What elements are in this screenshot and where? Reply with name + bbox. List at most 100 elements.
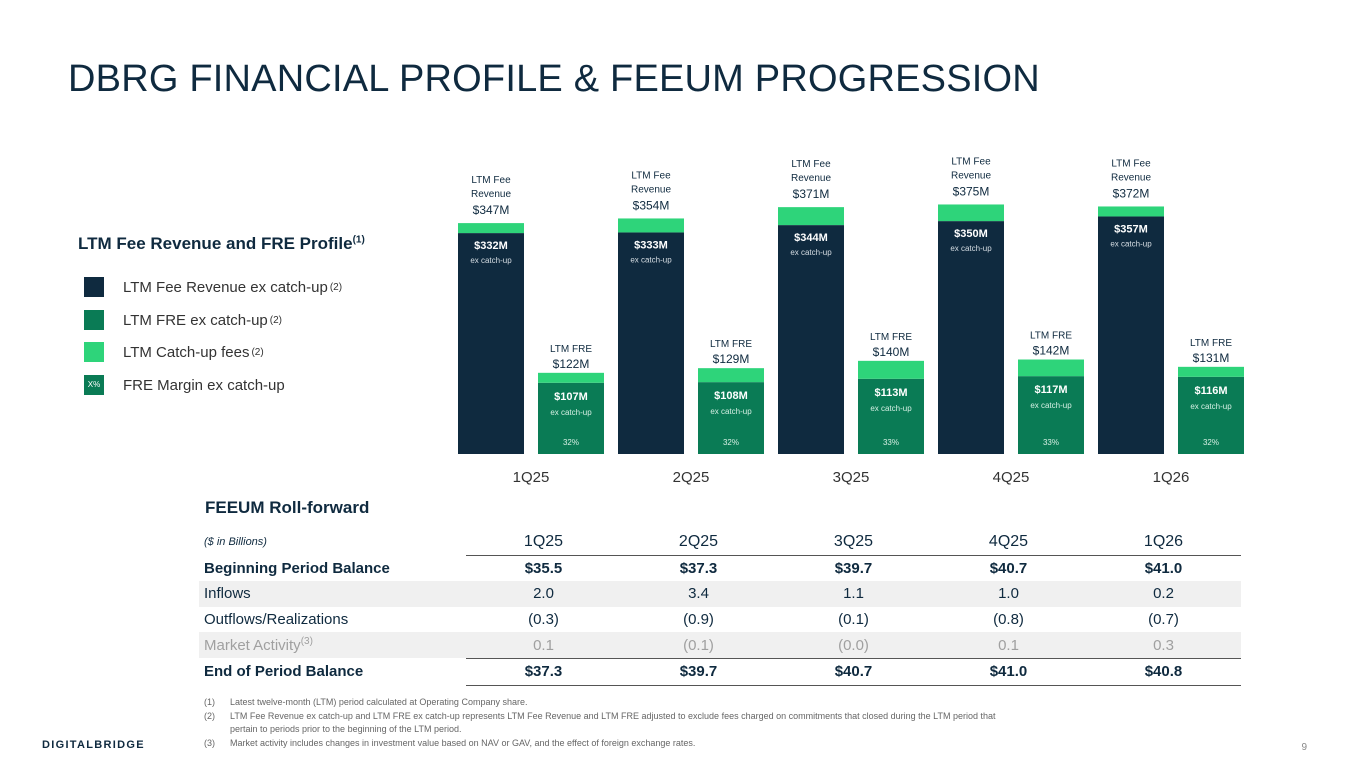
row-label: Beginning Period Balance bbox=[204, 559, 390, 577]
category-label: 1Q25 bbox=[513, 469, 550, 486]
revenue-value-label: $357M bbox=[1114, 223, 1148, 235]
revenue-catchup-bar bbox=[778, 207, 844, 226]
table-cell: 1.0 bbox=[931, 581, 1086, 607]
fre-total-label: LTM FRE bbox=[1030, 331, 1072, 342]
legend-swatch bbox=[84, 342, 104, 362]
category-label: 3Q25 bbox=[833, 469, 870, 486]
revenue-bar bbox=[458, 233, 524, 454]
table-cell: 2.0 bbox=[466, 581, 621, 607]
table-cell: $41.0 bbox=[931, 657, 1086, 686]
fre-sublabel: ex catch-up bbox=[1030, 401, 1072, 410]
digitalbridge-logo: DIGITALBRIDGE bbox=[42, 739, 145, 751]
revenue-value-label: $332M bbox=[474, 240, 508, 252]
fre-catchup-bar bbox=[1018, 359, 1084, 377]
legend-item: LTM FRE ex catch-up (2) bbox=[84, 309, 282, 331]
legend-item: X% FRE Margin ex catch-up bbox=[84, 374, 285, 396]
footnote: (3) Market activity includes changes in i… bbox=[204, 738, 696, 748]
table-cell: $39.7 bbox=[834, 559, 873, 577]
legend-item: LTM Fee Revenue ex catch-up (2) bbox=[84, 276, 342, 298]
fre-total-value: $131M bbox=[1193, 351, 1230, 365]
fre-total-label: LTM FRE bbox=[870, 332, 912, 343]
fre-value-label: $117M bbox=[1034, 384, 1067, 396]
unit-label: ($ in Billions) bbox=[204, 536, 267, 549]
revenue-total-value: $372M bbox=[1113, 186, 1150, 200]
table-cell: $40.7 bbox=[776, 657, 931, 686]
legend-label: FRE Margin ex catch-up bbox=[123, 376, 285, 394]
revenue-sublabel: ex catch-up bbox=[790, 248, 832, 257]
fre-margin-label: 32% bbox=[1203, 438, 1219, 447]
revenue-total-value: $347M bbox=[473, 203, 510, 217]
fre-total-value: $140M bbox=[873, 345, 910, 359]
revenue-value-label: $350M bbox=[954, 228, 988, 240]
fre-value-label: $113M bbox=[874, 387, 907, 399]
fre-sublabel: ex catch-up bbox=[1190, 402, 1232, 411]
table-cell: 1.1 bbox=[776, 581, 931, 607]
fre-value-label: $116M bbox=[1194, 385, 1227, 397]
fre-sublabel: ex catch-up bbox=[870, 404, 912, 413]
fre-bar bbox=[538, 382, 604, 454]
table-row: End of Period Balance $37.3 $39.7 $40.7 … bbox=[199, 657, 1241, 686]
legend-swatch bbox=[84, 277, 104, 297]
fre-total-value: $142M bbox=[1033, 344, 1070, 358]
revenue-total-label: LTM Fee bbox=[791, 159, 831, 170]
revenue-sublabel: ex catch-up bbox=[1110, 239, 1152, 248]
revenue-catchup-bar bbox=[618, 218, 684, 233]
table-cell: (0.7) bbox=[1148, 611, 1179, 629]
revenue-sublabel: ex catch-up bbox=[950, 244, 992, 253]
fre-margin-label: 32% bbox=[563, 438, 579, 447]
fre-total-value: $122M bbox=[553, 357, 590, 371]
revenue-catchup-bar bbox=[458, 223, 524, 234]
revenue-total-label: Revenue bbox=[631, 184, 671, 195]
table-cell: $39.7 bbox=[621, 657, 776, 686]
table-cell: $37.3 bbox=[679, 559, 718, 577]
fre-value-label: $107M bbox=[554, 391, 588, 403]
page-title: DBRG FINANCIAL PROFILE & FEEUM PROGRESSI… bbox=[68, 58, 1040, 100]
footnote: (1) Latest twelve-month (LTM) period calc… bbox=[204, 697, 528, 707]
fre-catchup-bar bbox=[858, 360, 924, 379]
legend-label: LTM Catch-up fees bbox=[123, 343, 250, 361]
fre-margin-label: 33% bbox=[1043, 438, 1059, 447]
rollforward-title: FEEUM Roll-forward bbox=[205, 498, 370, 517]
revenue-total-value: $371M bbox=[793, 187, 830, 201]
fre-sublabel: ex catch-up bbox=[550, 408, 592, 417]
revenue-sublabel: ex catch-up bbox=[630, 255, 672, 264]
table-cell: $35.5 bbox=[524, 559, 563, 577]
column-header: 4Q25 bbox=[931, 529, 1086, 556]
fre-total-label: LTM FRE bbox=[710, 339, 752, 350]
footnote: pertain to periods prior to the beginnin… bbox=[230, 724, 462, 734]
revenue-total-label: LTM Fee bbox=[631, 170, 671, 181]
fre-margin-label: 32% bbox=[723, 438, 739, 447]
revenue-bar bbox=[778, 225, 844, 454]
table-cell: (0.1) bbox=[621, 632, 776, 659]
revenue-total-label: Revenue bbox=[471, 189, 511, 200]
table-cell: (0.9) bbox=[683, 611, 714, 629]
revenue-total-label: Revenue bbox=[791, 173, 831, 184]
row-label: Market Activity(3) bbox=[199, 632, 466, 659]
revenue-catchup-bar bbox=[1098, 206, 1164, 217]
table-cell: (0.3) bbox=[528, 611, 559, 629]
table-row: Beginning Period Balance $35.5 $37.3 $39… bbox=[199, 555, 1241, 581]
table-cell: $40.8 bbox=[1086, 657, 1241, 686]
revenue-total-value: $354M bbox=[633, 198, 670, 212]
fre-bar bbox=[698, 382, 764, 454]
fre-bar bbox=[1018, 376, 1084, 454]
legend-swatch bbox=[84, 310, 104, 330]
fre-total-value: $129M bbox=[713, 352, 750, 366]
legend-item: LTM Catch-up fees (2) bbox=[84, 341, 264, 363]
revenue-value-label: $344M bbox=[794, 232, 828, 244]
table-cell: 0.1 bbox=[931, 632, 1086, 659]
fre-catchup-bar bbox=[698, 368, 764, 383]
revenue-bar bbox=[938, 221, 1004, 454]
table-cell: 0.3 bbox=[1086, 632, 1241, 659]
revenue-total-label: LTM Fee bbox=[471, 175, 511, 186]
fee-revenue-fre-chart: $332M ex catch-up LTM Fee Revenue $347M $107M… bbox=[458, 156, 1244, 486]
fre-sublabel: ex catch-up bbox=[710, 407, 752, 416]
category-label: 4Q25 bbox=[993, 469, 1030, 486]
revenue-value-label: $333M bbox=[634, 239, 668, 251]
legend-swatch: X% bbox=[84, 375, 104, 395]
revenue-total-label: Revenue bbox=[1111, 172, 1151, 183]
row-label: Inflows bbox=[199, 581, 466, 607]
table-cell: (0.8) bbox=[993, 611, 1024, 629]
fre-catchup-bar bbox=[1178, 366, 1244, 377]
legend-label: LTM Fee Revenue ex catch-up bbox=[123, 278, 328, 296]
